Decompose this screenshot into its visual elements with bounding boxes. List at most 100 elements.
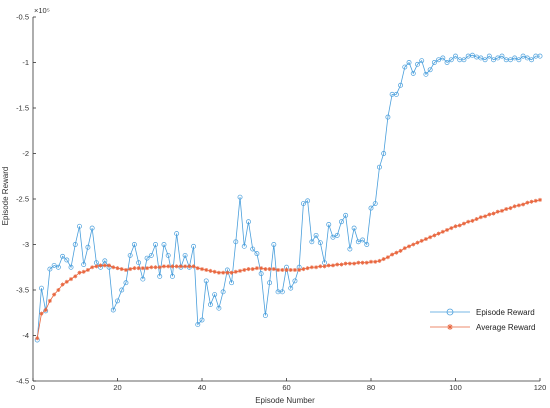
data-point [90,265,95,270]
legend-box [424,302,542,342]
data-point [487,212,492,217]
data-point [372,201,378,206]
data-point [161,264,166,269]
data-point [322,264,327,269]
data-point [52,292,57,297]
data-point [309,239,315,245]
data-point [170,264,175,269]
data-point [204,267,209,272]
data-point [148,252,154,258]
data-point [165,252,171,258]
data-point [470,218,475,223]
data-point [373,259,378,264]
data-point [207,302,213,308]
data-point [491,57,496,63]
data-point [436,57,442,63]
data-point [390,252,395,257]
data-point [136,266,141,271]
legend-item-episode-reward: Episode Reward [430,308,535,317]
data-point [520,53,526,59]
data-point [35,336,40,341]
data-point [208,268,213,273]
data-point [157,265,162,270]
data-point [356,260,361,265]
data-point [394,250,399,255]
data-point [119,267,124,272]
data-point [419,238,424,243]
data-point [330,234,336,240]
data-point [132,266,137,271]
data-point [512,55,518,61]
data-point [385,255,390,260]
y-exponent-label: ×10⁵ [34,6,50,15]
data-point [449,226,454,231]
data-point [98,263,103,268]
data-point [398,82,404,88]
data-point [216,305,222,311]
data-point [200,267,204,272]
data-point [271,242,277,247]
data-point [221,270,226,275]
data-point [491,211,496,216]
data-point [364,260,369,265]
data-point [292,278,298,284]
data-point [183,264,188,269]
data-point [60,253,66,259]
axes: 0 20 40 60 80 100 120 -4.5 -4 -3.5 -3 -2.5 -2 -1.5 -1 -… [16,13,546,393]
data-point [495,209,500,214]
data-point [431,60,437,65]
data-point [529,199,534,204]
data-point [56,288,61,292]
data-point [229,280,235,286]
legend-item-average-reward: Average Reward [430,323,535,332]
data-point [178,264,183,269]
data-point [254,251,260,257]
data-point [250,246,256,252]
data-point [39,285,44,291]
data-point [47,298,52,303]
data-point [153,242,158,247]
data-point [238,268,243,273]
data-point [169,273,175,279]
data-point [436,231,441,236]
data-point [537,53,543,59]
legend: Episode Reward Average Reward [424,302,542,342]
data-point [64,257,70,263]
data-point [292,267,297,272]
data-point [364,242,370,247]
data-point [445,227,450,232]
data-point [77,270,82,275]
data-point [288,285,294,291]
data-point [119,287,125,293]
data-point [144,255,150,261]
data-point [355,239,361,245]
data-point [89,225,95,231]
data-point [136,260,142,266]
data-point [271,267,276,272]
data-point [81,262,87,267]
data-point [326,222,332,227]
legend-marker-episode-reward [446,308,454,316]
data-point [478,215,483,220]
x-axis-title: Episode Number [255,396,315,405]
data-point [402,246,407,251]
data-point [407,244,412,249]
data-point [508,206,513,211]
y-tick-label: -1 [22,58,29,67]
data-point [309,265,314,270]
data-point [161,242,167,247]
data-point [115,298,120,304]
data-point [246,219,251,225]
data-point [102,258,108,264]
data-point [85,244,91,250]
x-tick-label: 60 [282,383,290,392]
data-point [254,266,259,271]
x-tick-label: 100 [449,383,462,392]
data-point [521,202,526,207]
data-point [428,235,433,240]
data-point [242,267,247,272]
data-point [415,240,420,245]
data-point [301,267,306,272]
data-point [267,280,273,286]
data-point [343,261,348,266]
